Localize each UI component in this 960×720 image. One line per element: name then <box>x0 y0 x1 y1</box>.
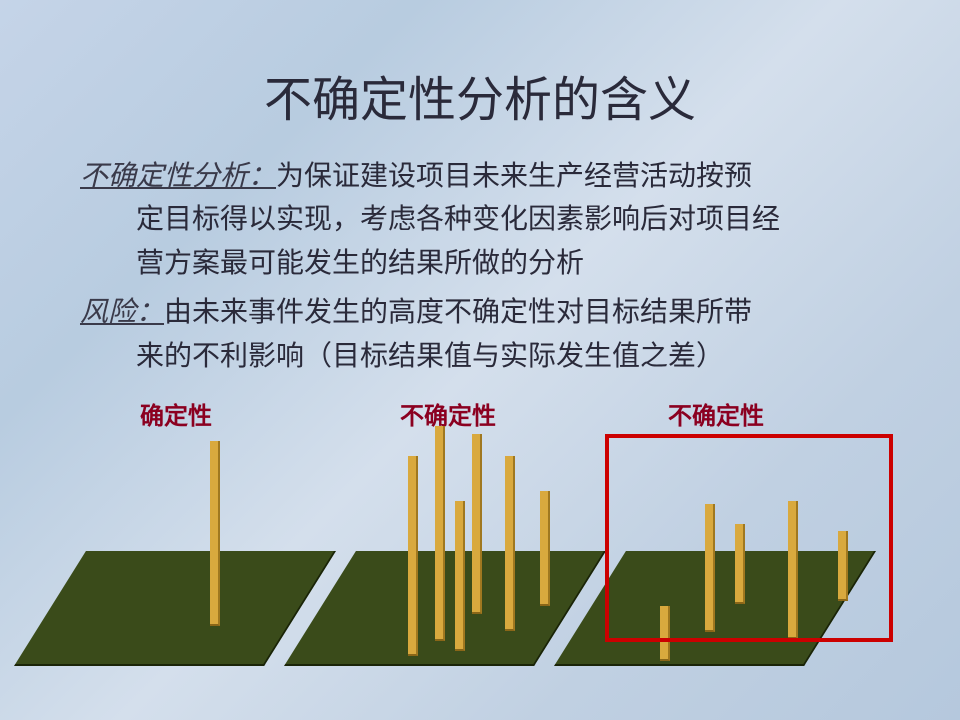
para1-line3: 营方案最可能发生的结果所做的分析 <box>80 242 880 285</box>
para2-line1: 由未来事件发生的高度不确定性对目标结果所带 <box>164 297 752 328</box>
para2-line2: 来的不利影响（目标结果值与实际发生值之差） <box>80 335 880 378</box>
stick-1-4 <box>505 456 515 631</box>
plate-1 <box>284 551 606 666</box>
stick-1-3 <box>472 434 482 614</box>
stick-0-0 <box>210 441 220 626</box>
body-text: 不确定性分析：为保证建设项目未来生产经营活动按预 定目标得以实现，考虑各种变化因… <box>0 155 960 378</box>
term-risk: 风险： <box>80 297 164 328</box>
paragraph-1: 不确定性分析：为保证建设项目未来生产经营活动按预 定目标得以实现，考虑各种变化因… <box>80 155 880 285</box>
group-label-0: 确定性 <box>140 396 212 431</box>
para1-line2: 定目标得以实现，考虑各种变化因素影响后对项目经 <box>80 198 880 241</box>
group-label-2: 不确定性 <box>668 396 764 431</box>
stick-1-1 <box>435 426 445 641</box>
term-uncertainty: 不确定性分析： <box>80 161 276 192</box>
diagram-area: 确定性 不确定性 不确定性 <box>0 396 960 696</box>
plate-0 <box>14 551 336 666</box>
slide-title: 不确定性分析的含义 <box>0 0 960 155</box>
stick-1-0 <box>408 456 418 656</box>
stick-1-2 <box>455 501 465 651</box>
paragraph-2: 风险：由未来事件发生的高度不确定性对目标结果所带 来的不利影响（目标结果值与实际… <box>80 291 880 378</box>
para1-line1: 为保证建设项目未来生产经营活动按预 <box>276 161 752 192</box>
group-label-1: 不确定性 <box>400 396 496 431</box>
highlight-box <box>605 434 893 642</box>
stick-1-5 <box>540 491 550 606</box>
